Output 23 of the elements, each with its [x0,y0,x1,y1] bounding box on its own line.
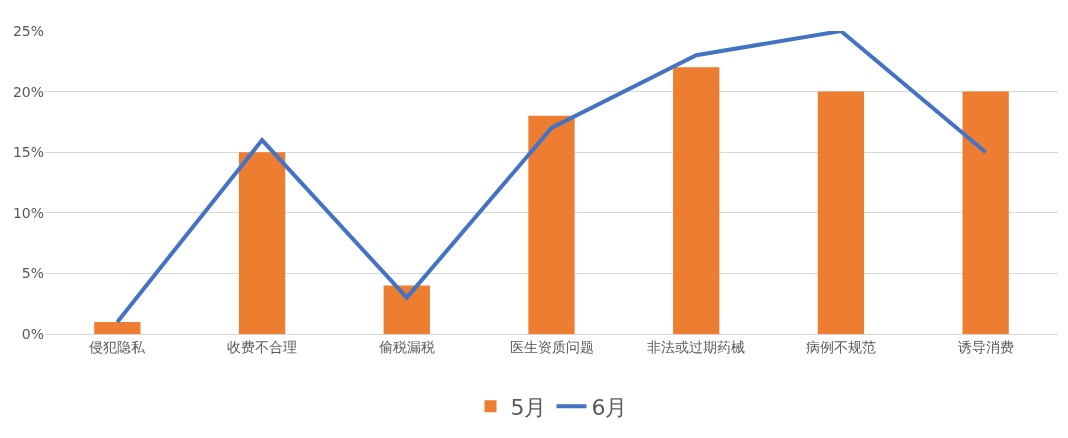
bar [238,152,286,334]
y-tick-label: 15% [12,144,44,161]
x-tick-label: 偷税漏税 [378,338,435,355]
line-series [115,31,988,324]
legend-label: 5月 [510,394,547,420]
y-tick-label: 0% [21,325,44,342]
x-tick-label: 收费不合理 [227,338,298,355]
bar [673,67,720,334]
bar [528,115,575,334]
y-tick-label: 20% [12,83,44,100]
x-tick-label: 非法或过期药械 [647,338,746,355]
x-tick-label: 病例不规范 [805,338,876,355]
x-tick-label: 医生资质问题 [509,338,594,355]
x-tick-label: 诱导消费 [957,338,1014,355]
y-tick-label: 10% [12,204,44,221]
y-tick-label: 5% [21,265,44,282]
y-tick-label: 25% [12,22,44,39]
bar [817,91,865,334]
bar [962,91,1009,334]
legend-label: 6月 [591,394,628,420]
x-tick-label: 侵犯隐私 [89,338,147,355]
bar [383,285,430,334]
bar [94,321,141,334]
